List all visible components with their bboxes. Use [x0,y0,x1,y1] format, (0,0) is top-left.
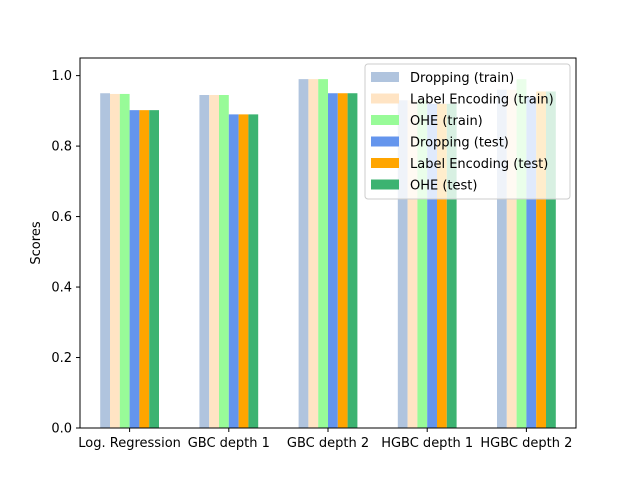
bar-dropping-test-1 [228,114,239,428]
legend-box [364,63,571,200]
bar-ohe-train-2 [318,79,328,428]
x-tick-label: GBC depth 2 [287,436,369,451]
bar-ohe-test-1 [248,114,259,428]
y-axis: 0.0 0.2 0.4 0.6 0.8 1.0 [51,69,80,437]
bar-dropping-train-3 [397,100,408,428]
bar-dropping-train-0 [100,93,110,429]
bar-ohe-test-4 [546,91,556,428]
bar-ohe-train-1 [219,95,229,428]
x-tick-label: Log. Regression [78,436,181,451]
bar-dropping-train-2 [298,79,309,428]
bar-label-encoding-test-1 [238,114,249,428]
bar-dropping-train-1 [199,95,210,428]
x-tick-label: HGBC depth 1 [381,436,473,451]
y-tick-label: 0.4 [51,281,72,296]
x-tick-label: GBC depth 1 [188,436,270,451]
bar-dropping-test-3 [427,103,437,428]
bar-ohe-test-3 [446,103,457,428]
bar-dropping-test-0 [129,110,140,429]
legend-swatch [371,72,399,82]
legend: Dropping (train) Label Encoding (train) OH… [364,63,571,200]
legend-label: Dropping (test) [410,136,509,151]
legend-swatch [371,158,399,168]
legend-label: OHE (test) [410,179,477,194]
legend-label: Label Encoding (test) [410,157,548,172]
y-tick-label: 0.2 [51,351,72,366]
bar-label-encoding-train-4 [506,89,517,429]
legend-label: OHE (train) [410,114,483,129]
bar-dropping-train-4 [497,89,507,429]
bar-label-encoding-test-3 [437,103,447,428]
bar-label-encoding-test-2 [337,93,348,429]
bar-label-encoding-test-4 [536,91,546,428]
y-tick-label: 0.0 [51,422,72,437]
bar-label-encoding-train-3 [407,100,418,428]
x-tick-label: HGBC depth 2 [480,436,572,451]
bar-dropping-test-4 [526,96,537,428]
bar-ohe-train-0 [119,93,130,428]
x-axis: Log. Regression GBC depth 1 GBC depth 2 HGB… [78,428,572,451]
bar-label-encoding-train-0 [110,93,120,428]
legend-swatch [371,115,399,125]
bar-label-encoding-train-1 [209,95,219,428]
bar-dropping-test-2 [328,93,338,429]
bar-label-encoding-test-0 [139,110,150,429]
y-tick-label: 0.6 [51,210,72,225]
y-tick-label: 1.0 [51,69,72,84]
legend-swatch [371,136,399,147]
y-tick-label: 0.8 [51,140,72,155]
bar-ohe-train-4 [516,79,527,428]
bar-ohe-train-3 [417,100,428,428]
bar-ohe-test-0 [149,110,159,429]
y-axis-label: Scores [29,221,44,264]
legend-label: Label Encoding (train) [410,93,554,108]
bar-ohe-test-2 [347,93,358,429]
legend-swatch [371,93,399,104]
legend-label: Dropping (train) [410,71,514,86]
bars-group [100,79,556,429]
legend-swatch [371,179,399,190]
bar-label-encoding-train-2 [308,79,319,428]
